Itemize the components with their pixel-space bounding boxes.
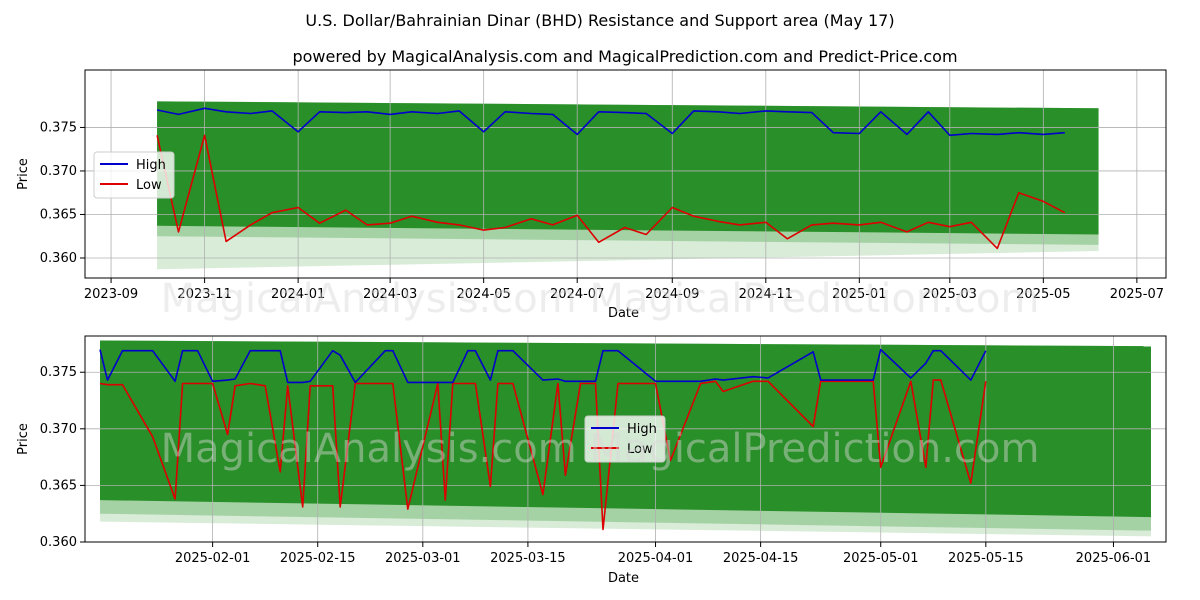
legend: High Low [93, 151, 175, 199]
plot-frame [84, 335, 1167, 543]
x-tick-label: 2025-03-01 [385, 551, 461, 566]
x-tick-label: 2025-05-15 [948, 551, 1024, 566]
y-tick-label: 0.365 [40, 207, 77, 222]
x-tick-label: 2025-07 [1110, 287, 1164, 302]
legend-label-high: High [627, 422, 657, 437]
y-axis-label: Price [16, 423, 31, 455]
x-tick-label: 2025-03 [923, 287, 977, 302]
plot-frame [84, 69, 1167, 279]
x-tick-label: 2025-02-15 [280, 551, 356, 566]
watermark-bottom: MagicalAnalysis.com MagicalPrediction.co… [161, 426, 1040, 472]
watermark-top: MagicalAnalysis.com MagicalPrediction.co… [161, 276, 1040, 322]
legend: High Low [584, 415, 666, 463]
y-tick-label: 0.360 [40, 535, 77, 550]
x-tick-label: 2025-05 [1016, 287, 1070, 302]
x-axis-label: Date [608, 306, 639, 321]
y-axis-label: Price [16, 158, 31, 190]
legend-label-high: High [136, 158, 166, 173]
support-band-dark [157, 101, 1099, 235]
legend-label-low: Low [136, 178, 162, 193]
x-tick-label: 2024-05 [457, 287, 511, 302]
series-line-high [156, 107, 1065, 137]
x-tick-label: 2025-01 [832, 287, 886, 302]
y-tick-label: 0.370 [40, 164, 77, 179]
x-tick-label: 2025-02-01 [175, 551, 251, 566]
x-tick-label: 2024-03 [363, 287, 417, 302]
series-line-low [99, 379, 987, 531]
x-tick-label: 2025-05-01 [843, 551, 919, 566]
y-tick-label: 0.370 [40, 422, 77, 437]
x-tick-label: 2024-11 [739, 287, 793, 302]
x-axis-label: Date [608, 571, 639, 586]
x-tick-label: 2023-09 [84, 287, 138, 302]
x-tick-label: 2024-01 [271, 287, 325, 302]
x-tick-label: 2023-11 [177, 287, 231, 302]
x-tick-label: 2025-03-15 [490, 551, 566, 566]
y-tick-label: 0.360 [40, 251, 77, 266]
x-tick-label: 2025-04-01 [618, 551, 694, 566]
series-line-high [99, 348, 987, 384]
bottom-chart-panel: 2025-02-01 2025-02-15 2025-03-01 2025-03-15… [16, 335, 1167, 586]
series-line-low [156, 134, 1066, 250]
y-tick-label: 0.375 [40, 365, 77, 380]
chart-subtitle: powered by MagicalAnalysis.com and Magic… [292, 47, 957, 66]
y-tick-label: 0.365 [40, 478, 77, 493]
top-chart-panel: 2023-09 2023-11 2024-01 2024-03 2024-05 2024-… [16, 69, 1167, 321]
y-tick-label: 0.375 [40, 120, 77, 135]
x-tick-label: 2025-04-15 [723, 551, 799, 566]
x-tick-label: 2024-09 [645, 287, 699, 302]
legend-label-low: Low [627, 442, 653, 457]
x-tick-label: 2024-07 [550, 287, 604, 302]
x-tick-label: 2025-06-01 [1076, 551, 1152, 566]
chart-title: U.S. Dollar/Bahrainian Dinar (BHD) Resis… [305, 11, 894, 30]
